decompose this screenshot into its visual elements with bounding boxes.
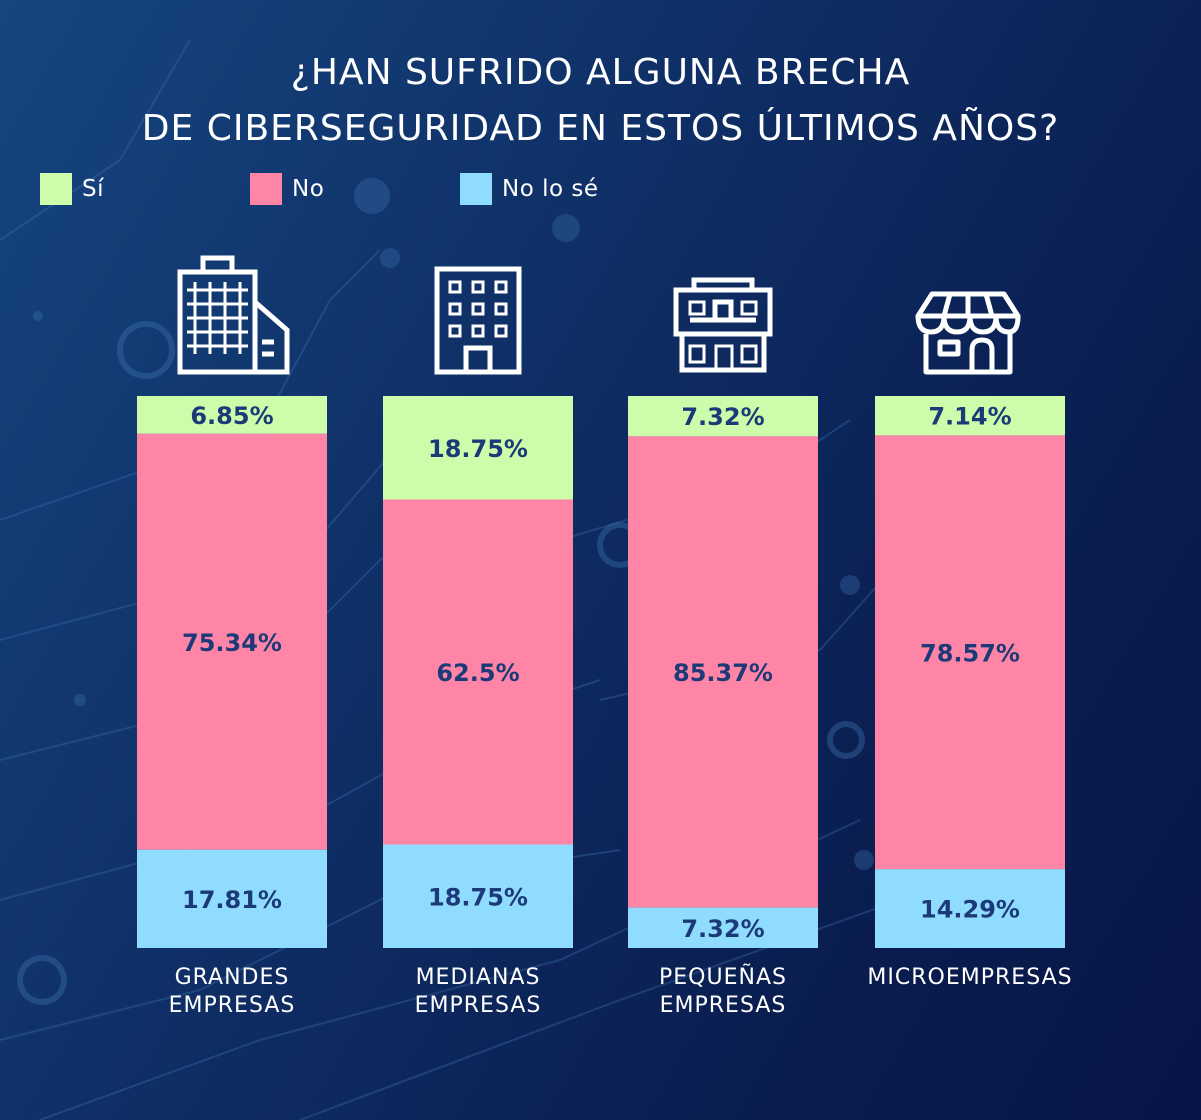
bars-layer: [137, 396, 1065, 948]
shop-icon: [915, 291, 1021, 375]
category-label-2: MEDIANAS EMPRESAS: [353, 964, 603, 1020]
legend-item-no: No: [250, 172, 324, 205]
data-label-no-3: 85.37%: [673, 659, 773, 687]
bar-segment-no-lo-se-4: [875, 869, 1065, 948]
category-label-1: GRANDES EMPRESAS: [107, 964, 357, 1020]
category-label-4: MICROEMPRESAS: [845, 964, 1095, 992]
category-label-3: PEQUEÑAS EMPRESAS: [598, 964, 848, 1020]
bar-labels-layer: 6.85% 75.34% 17.81% 18.75% 62.5% 18.75% 7.32% 8…: [182, 402, 1020, 943]
legend-label-no-lo-se: No lo sé: [502, 175, 599, 202]
legend-swatch-si: [40, 172, 72, 205]
legend-swatch-no: [250, 172, 282, 205]
office-building-icon: [434, 266, 522, 375]
category-label-line: EMPRESAS: [168, 993, 296, 1018]
category-label-line: EMPRESAS: [659, 993, 787, 1018]
data-label-no-lo-se-4: 14.29%: [920, 896, 1020, 924]
bar-segment-no-lo-se-1: [137, 849, 327, 948]
data-label-no-lo-se-3: 7.32%: [681, 915, 764, 943]
category-label-line: EMPRESAS: [414, 993, 542, 1018]
legend-label-si: Sí: [82, 175, 104, 202]
category-label-line: GRANDES: [174, 965, 290, 990]
bar-segment-no-lo-se-2: [383, 844, 573, 948]
data-label-no-lo-se-1: 17.81%: [182, 886, 282, 914]
data-label-si-1: 6.85%: [190, 402, 273, 430]
office-tower-icon: [177, 255, 290, 375]
bar-segment-no-1: [137, 433, 327, 850]
chart-title-line-2: DE CIBERSEGURIDAD EN ESTOS ÚLTIMOS AÑOS?: [141, 108, 1060, 149]
bar-segment-si-2: [383, 396, 573, 500]
legend-label-no: No: [292, 175, 325, 202]
chart-title-line-1: ¿HAN SUFRIDO ALGUNA BRECHA: [290, 52, 911, 93]
bar-segment-no-3: [628, 436, 818, 908]
data-label-si-3: 7.32%: [681, 403, 764, 431]
small-business-icon: [673, 277, 773, 373]
category-label-line: MICROEMPRESAS: [867, 965, 1073, 990]
data-label-no-2: 62.5%: [436, 659, 519, 687]
bar-segment-si-1: [137, 396, 327, 434]
bar-segment-si-4: [875, 396, 1065, 436]
data-label-si-2: 18.75%: [428, 435, 528, 463]
category-label-line: PEQUEÑAS: [659, 965, 787, 990]
bar-segment-si-3: [628, 396, 818, 437]
bar-segment-no-lo-se-3: [628, 907, 818, 948]
bar-segment-no-2: [383, 499, 573, 845]
legend-item-si: Sí: [40, 172, 104, 205]
bar-segment-no-4: [875, 435, 1065, 870]
data-label-si-4: 7.14%: [928, 403, 1011, 431]
legend-swatch-no-lo-se: [460, 172, 492, 205]
data-label-no-1: 75.34%: [182, 629, 282, 657]
legend-item-no-lo-se: No lo sé: [460, 172, 599, 205]
data-label-no-4: 78.57%: [920, 639, 1020, 667]
data-label-no-lo-se-2: 18.75%: [428, 883, 528, 911]
category-label-line: MEDIANAS: [415, 965, 541, 990]
